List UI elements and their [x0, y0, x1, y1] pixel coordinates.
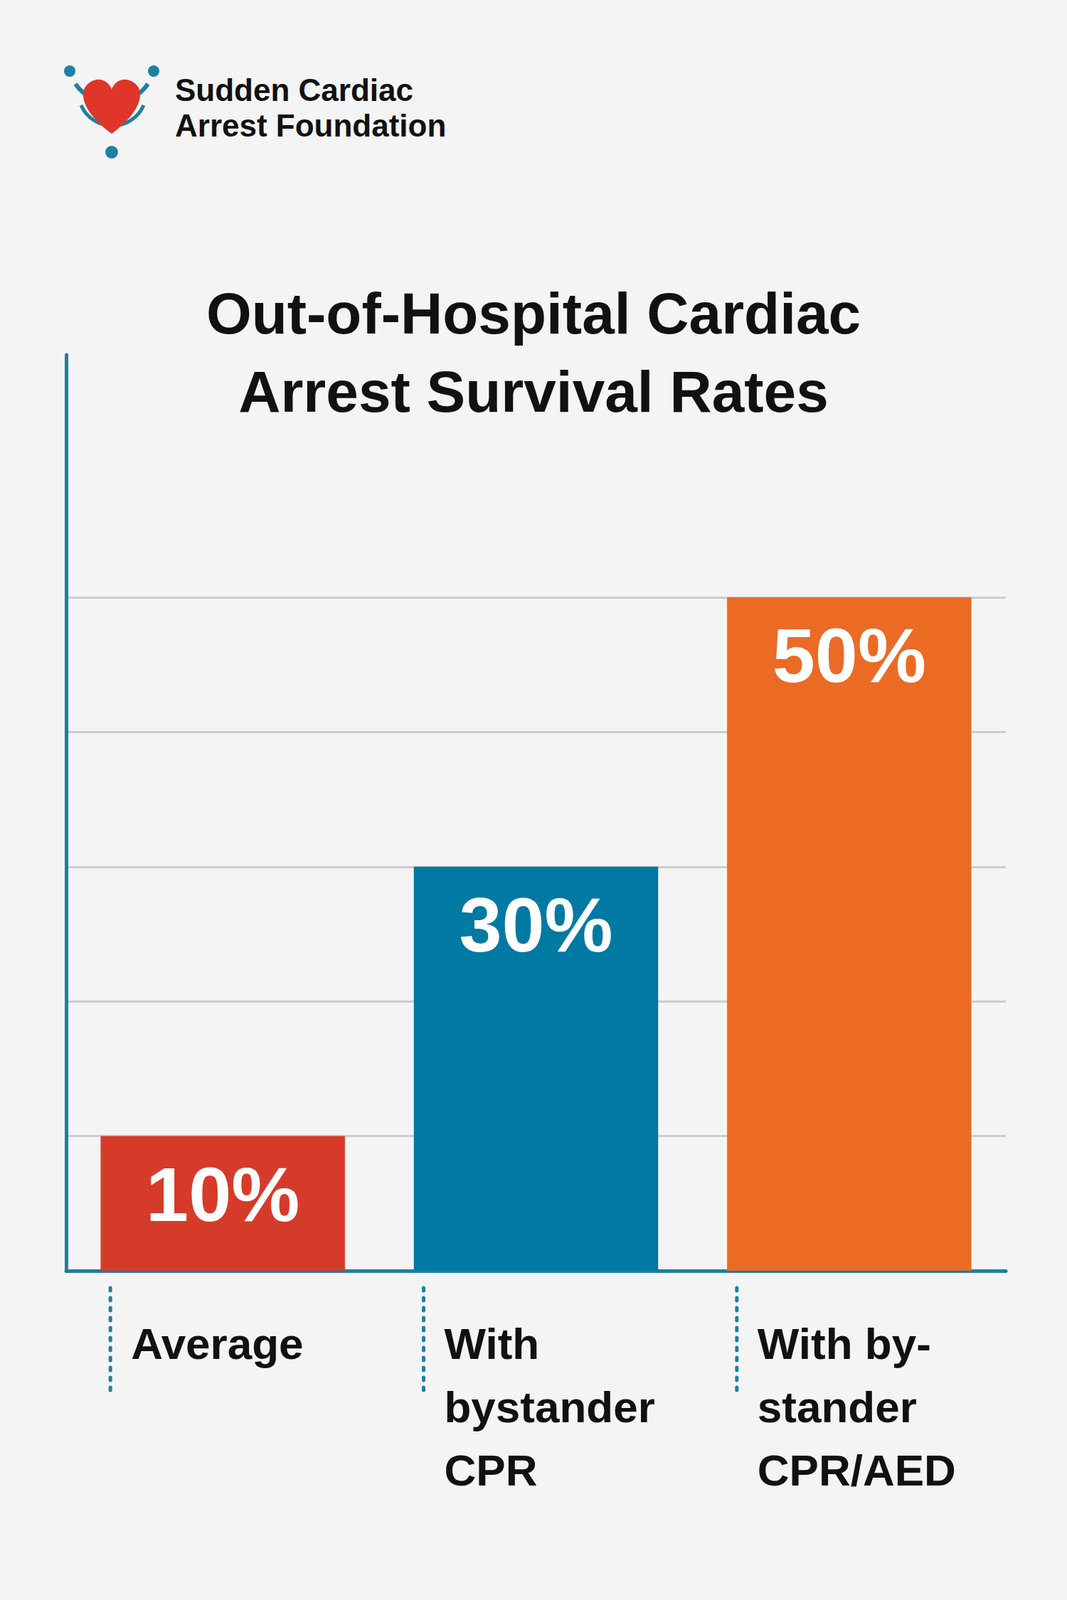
svg-text:With: With [444, 1319, 540, 1369]
svg-text:30%: 30% [458, 882, 613, 969]
svg-text:Arrest Survival Rates: Arrest Survival Rates [238, 359, 829, 424]
svg-text:50%: 50% [772, 612, 927, 699]
html-text:Sudden Cardiac Arrest Foundati: Sudden Cardiac Arrest Foundation [174, 72, 447, 143]
svg-text:bystander: bystander [444, 1382, 656, 1432]
svg-text:Average: Average [130, 1319, 304, 1369]
svg-text:CPR/AED: CPR/AED [757, 1446, 957, 1496]
svg-text:Out-of-Hospital Cardiac: Out-of-Hospital Cardiac [206, 280, 861, 346]
svg-text:10%: 10% [145, 1151, 300, 1238]
svg-text:CPR: CPR [444, 1446, 538, 1496]
svg-text:With by-: With by- [757, 1319, 932, 1369]
svg-text:stander: stander [757, 1382, 917, 1432]
